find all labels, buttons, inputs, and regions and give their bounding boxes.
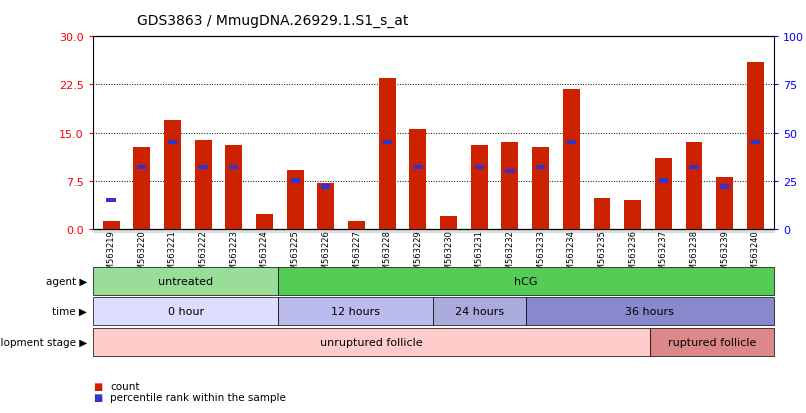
Bar (717, 178, 733, 229)
Bar (348, 221, 365, 229)
Bar (655, 159, 671, 229)
Bar (93, 229, 774, 233)
Text: 12 hours: 12 hours (331, 306, 380, 316)
Text: 36 hours: 36 hours (625, 306, 675, 316)
Bar (747, 63, 764, 229)
Bar (383, 140, 392, 145)
Text: development stage ▶: development stage ▶ (0, 337, 87, 347)
Bar (198, 166, 208, 170)
Bar (532, 147, 549, 229)
Text: ■: ■ (93, 381, 102, 391)
Text: 24 hours: 24 hours (455, 306, 505, 316)
Bar (505, 169, 514, 174)
Bar (563, 90, 580, 229)
Bar (195, 141, 211, 229)
Bar (168, 140, 177, 145)
Bar (624, 200, 641, 229)
Bar (501, 143, 518, 229)
Bar (256, 214, 273, 229)
Bar (471, 146, 488, 229)
Bar (686, 143, 703, 229)
Text: untreated: untreated (158, 276, 213, 286)
Bar (318, 183, 334, 229)
Text: hCG: hCG (514, 276, 538, 286)
Bar (593, 199, 610, 229)
Bar (413, 166, 422, 170)
Bar (322, 185, 330, 189)
Bar (137, 166, 147, 170)
Text: time ▶: time ▶ (52, 306, 87, 316)
Text: count: count (110, 381, 140, 391)
Bar (379, 79, 396, 229)
Bar (164, 121, 181, 229)
Bar (290, 179, 300, 183)
Bar (689, 166, 699, 170)
Bar (102, 221, 119, 229)
Bar (750, 140, 760, 145)
Text: GDS3863 / MmugDNA.26929.1.S1_s_at: GDS3863 / MmugDNA.26929.1.S1_s_at (137, 14, 409, 28)
Text: 0 hour: 0 hour (168, 306, 204, 316)
Text: agent ▶: agent ▶ (46, 276, 87, 286)
Bar (475, 166, 484, 170)
Bar (536, 166, 545, 170)
Text: ■: ■ (93, 392, 102, 402)
Bar (409, 130, 426, 229)
Bar (659, 179, 668, 183)
Bar (567, 140, 576, 145)
Bar (226, 146, 243, 229)
Text: unruptured follicle: unruptured follicle (320, 337, 422, 347)
Text: percentile rank within the sample: percentile rank within the sample (110, 392, 286, 402)
Bar (440, 216, 457, 229)
Bar (720, 185, 729, 189)
Bar (106, 198, 116, 203)
Bar (287, 170, 304, 229)
Bar (133, 147, 150, 229)
Text: ruptured follicle: ruptured follicle (667, 337, 756, 347)
Bar (229, 166, 239, 170)
